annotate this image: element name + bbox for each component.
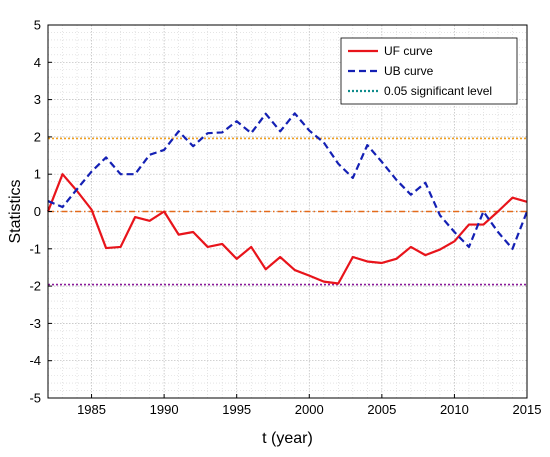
y-tick-label: -3: [29, 316, 41, 331]
reference-lines: [48, 137, 527, 286]
legend-label: UF curve: [384, 44, 433, 58]
y-axis-title: Statistics: [7, 179, 24, 243]
y-tick-label: -1: [29, 241, 41, 256]
x-tick-label: 2015: [513, 402, 542, 417]
legend: UF curve UB curve 0.05 significant level: [340, 37, 518, 105]
x-tick-label: 1995: [222, 402, 251, 417]
legend-label: 0.05 significant level: [384, 84, 492, 98]
y-tick-label: 1: [34, 167, 41, 182]
y-tick-label: -5: [29, 391, 41, 406]
x-tick-label: 1985: [77, 402, 106, 417]
x-tick-label: 2010: [440, 402, 469, 417]
x-axis-ticks: 1985 1990 1995 2000 2005 2010 2015: [77, 394, 541, 417]
y-tick-label: 4: [34, 55, 41, 70]
x-tick-label: 1990: [150, 402, 179, 417]
x-axis-title: t (year): [262, 430, 313, 447]
y-tick-label: 3: [34, 92, 41, 107]
x-tick-label: 2000: [295, 402, 324, 417]
series-line-ub: [47, 112, 529, 250]
y-tick-label: -4: [29, 353, 41, 368]
series-layer: [46, 112, 529, 285]
y-tick-label: 0: [34, 204, 41, 219]
y-tick-label: -2: [29, 279, 41, 294]
series-line-uf: [46, 173, 528, 285]
y-axis-ticks: -5 -4 -3 -2 -1 0 1 2 3 4 5: [29, 18, 52, 406]
legend-label: UB curve: [384, 64, 434, 78]
y-tick-label: 2: [34, 129, 41, 144]
y-tick-label: 5: [34, 18, 41, 33]
x-tick-label: 2005: [367, 402, 396, 417]
